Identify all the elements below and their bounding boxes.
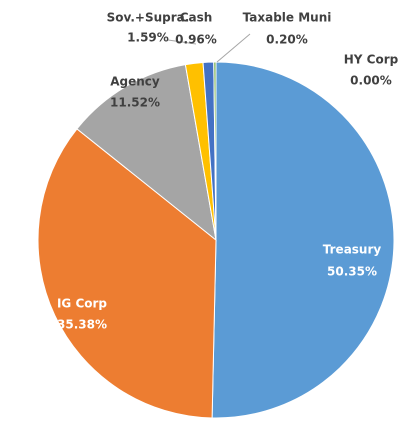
value-label: 50.35% <box>327 265 377 279</box>
leader-line <box>167 39 197 45</box>
slice-label: HY Corp <box>344 53 399 67</box>
value-label: 0.20% <box>266 33 308 47</box>
slice-label: Sov.+Supra. <box>107 11 190 25</box>
leader-line <box>216 33 251 63</box>
pie-slice <box>211 61 395 419</box>
value-label: 11.52% <box>110 96 160 110</box>
slice-label: Taxable Muni <box>243 11 332 25</box>
slice-label: IG Corp <box>57 297 107 311</box>
pie-slice <box>76 64 217 242</box>
value-label: 0.00% <box>350 74 392 88</box>
value-label: 0.96% <box>175 33 217 47</box>
slice-label: Agency <box>110 75 160 89</box>
value-label: 35.38% <box>57 318 107 332</box>
pie-slice <box>37 128 217 419</box>
slice-label: Treasury <box>323 243 382 257</box>
slice-label: Cash <box>180 11 213 25</box>
value-label: 1.59% <box>127 31 169 45</box>
